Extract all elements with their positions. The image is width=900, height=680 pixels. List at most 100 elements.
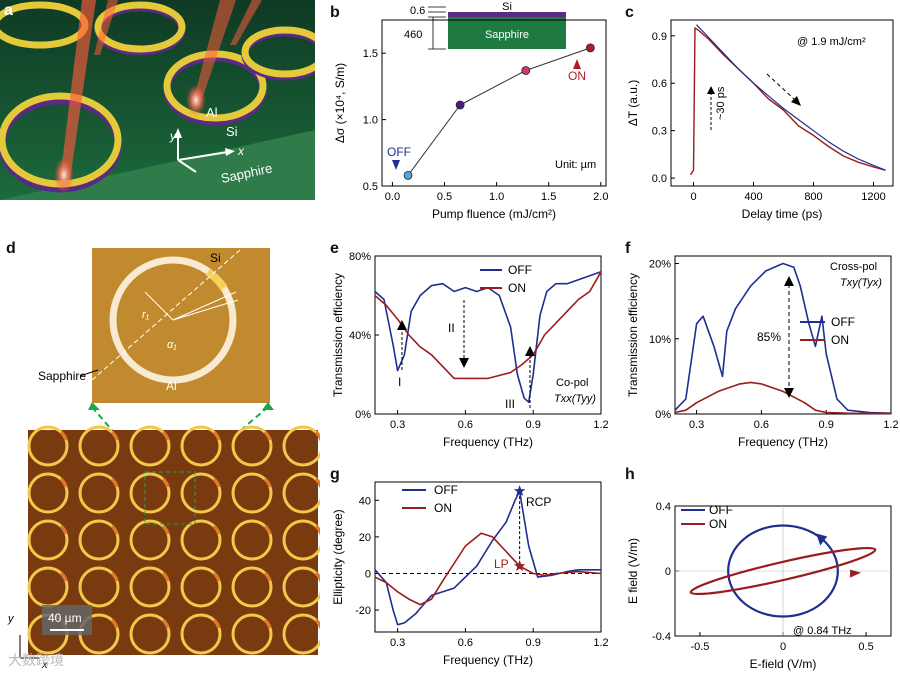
zoom-ring <box>109 256 237 384</box>
ring <box>129 519 171 561</box>
x-tick-label: 0.3 <box>390 419 405 431</box>
y-tick-label: 40% <box>349 330 371 342</box>
y-tick-label: 0 <box>365 568 371 580</box>
inset-si-label: Si <box>502 1 512 13</box>
rcp-marker <box>513 485 526 496</box>
x-axis-label: Frequency (THz) <box>443 653 533 667</box>
on-curve <box>374 532 602 606</box>
panel-e-legend-on: ON <box>508 281 526 295</box>
ring <box>78 425 120 467</box>
x-tick-label: 800 <box>804 191 822 203</box>
y-tick-label: 0.9 <box>652 31 667 43</box>
ring <box>231 425 273 467</box>
panel-f: 0.3 0.6 0.9 1.2 0% 10% 20% Frequency (THz) Trans… <box>625 240 900 460</box>
panel-f-note2: Txy(Tyx) <box>840 277 882 289</box>
panel-b-unit: Unit: µm <box>555 159 596 171</box>
panel-label-d: d <box>6 240 16 257</box>
ring-si-gap <box>59 430 68 441</box>
ring <box>231 613 273 655</box>
panel-b-off-label: OFF <box>387 145 411 159</box>
ring-si-gap <box>59 571 68 582</box>
x-axis-label: Pump fluence (mJ/cm²) <box>432 207 556 221</box>
y-tick-label: 0 <box>665 566 671 578</box>
panel-label-f: f <box>625 240 631 257</box>
panel-h-legend-on: ON <box>709 517 727 531</box>
y-tick-label: 0.0 <box>652 173 667 185</box>
ring-si-gap <box>212 430 221 441</box>
panel-h: -0.5 0 0.5 -0.4 0 0.4 E-field (V/m) E field (V/… <box>625 466 900 675</box>
y-tick-label: 0% <box>655 409 671 421</box>
y-axis-label: Transmission efficiency <box>331 273 345 397</box>
panel-g-lp-label: LP <box>494 557 509 571</box>
x-tick-label: 1.2 <box>883 419 898 431</box>
panel-b-off-arrow <box>392 160 400 170</box>
on-ellipse <box>689 546 877 596</box>
plot-frame <box>674 255 892 415</box>
panel-b-on-label: ON <box>568 69 586 83</box>
panel-d: Si r₁ α₁ Al Sapphire 40 µm y x <box>0 240 324 675</box>
y-tick-label: 1.0 <box>363 115 378 127</box>
ring <box>180 425 222 467</box>
fit-curve <box>696 24 886 171</box>
off-curve <box>374 271 602 403</box>
x-tick-label: 0.3 <box>689 419 704 431</box>
panel-e-roman-2: II <box>448 321 455 335</box>
ring <box>180 613 222 655</box>
y-tick-label: 0.4 <box>656 501 671 513</box>
plot-frame <box>381 19 607 187</box>
panel-a-axis-x: x <box>237 144 245 158</box>
data-point <box>455 100 465 110</box>
scale-bar-label: 40 µm <box>48 611 82 625</box>
panel-e-chart: 0.3 0.6 0.9 1.2 0% 40% 80% Frequency (THz) Trans… <box>331 251 609 449</box>
panel-label-e: e <box>330 240 339 257</box>
panel-g-legend-on: ON <box>434 501 452 515</box>
x-axis-label: Frequency (THz) <box>443 435 533 449</box>
y-tick-label: -20 <box>355 605 371 617</box>
lp-marker <box>513 560 526 571</box>
panel-e-legend-off: OFF <box>508 263 532 277</box>
x-tick-label: 400 <box>744 191 762 203</box>
y-tick-label: 0.6 <box>652 78 667 90</box>
inset-sapphire-layer <box>448 17 566 49</box>
panel-c-chart: 0 400 800 1200 0.0 0.3 0.6 0.9 Delay time (ps) ΔT… <box>626 19 894 221</box>
ring-si-gap <box>212 571 221 582</box>
panel-e-note2: Txx(Tyy) <box>554 393 596 405</box>
panel-e-roman-1: I <box>398 375 401 389</box>
panel-b-inset: Si Sapphire 0.6 460 <box>404 1 566 50</box>
ring <box>231 519 273 561</box>
panel-b: Si Sapphire 0.6 460 0.0 0.5 1.0 1.5 2.0 0.5 1.… <box>330 0 620 225</box>
ring-si-gap <box>161 571 170 582</box>
ring <box>129 472 171 514</box>
inset-si-layer <box>448 12 566 17</box>
y-tick-label: 0% <box>355 409 371 421</box>
ring-si-gap <box>110 618 119 629</box>
plot-frame <box>670 19 894 187</box>
ring-si-gap <box>110 477 119 488</box>
panel-g-rcp-label: RCP <box>526 495 551 509</box>
x-tick-label: 0.9 <box>526 419 541 431</box>
on-direction-arrow <box>850 569 862 578</box>
x-tick-label: 0.6 <box>458 637 473 649</box>
x-tick-label: 0.9 <box>526 637 541 649</box>
x-tick-label: 1.0 <box>489 191 504 203</box>
ring-si-gap <box>263 477 272 488</box>
ring <box>78 566 120 608</box>
y-tick-label: 0.3 <box>652 126 667 138</box>
y-tick-label: 40 <box>359 495 371 507</box>
x-tick-label: 2.0 <box>593 191 608 203</box>
x-tick-label: 0.6 <box>458 419 473 431</box>
off-curve <box>374 490 601 626</box>
y-tick-label: 10% <box>649 334 671 346</box>
ring-si-gap <box>263 524 272 535</box>
panel-c-annotation: @ 1.9 mJ/cm² <box>797 36 866 48</box>
measured-curve <box>689 27 886 176</box>
panel-label-g: g <box>330 466 340 483</box>
panel-d-axis-x: x <box>41 659 48 671</box>
panel-d-micrograph: Si r₁ α₁ Al Sapphire 40 µm y x <box>7 248 324 671</box>
on-curve <box>674 381 892 415</box>
panel-f-legend-off: OFF <box>831 315 855 329</box>
panel-label-h: h <box>625 466 635 483</box>
inset-dim-si: 0.6 <box>410 5 425 17</box>
ring <box>78 519 120 561</box>
x-axis-label: E-field (V/m) <box>750 657 817 671</box>
